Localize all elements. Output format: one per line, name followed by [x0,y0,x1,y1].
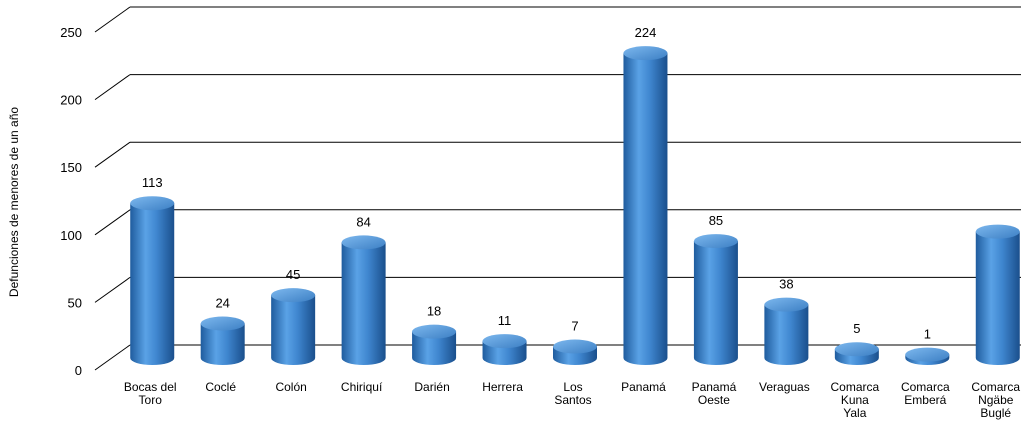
bar-body [130,203,175,366]
gridline-depth [94,276,131,303]
category-label: Panamá [621,380,666,394]
value-label: 11 [498,313,512,328]
category-label: Oeste [698,393,730,407]
bar [553,339,597,365]
bar [764,297,809,366]
category-label: Comarca [971,380,1020,394]
category-label: Bocas del [124,380,177,394]
y-tick-label: 50 [68,295,82,310]
gridlines [94,6,1021,371]
category-label: Veraguas [759,380,810,394]
value-label: 18 [427,304,441,319]
gridline-depth [94,141,131,168]
category-label: Panamá [692,380,737,394]
bar-body [693,241,738,366]
bar-cap [975,224,1020,239]
bar-cap [693,234,738,249]
bar-body [271,295,316,366]
value-label: 85 [709,213,723,228]
category-label: Emberá [904,393,946,407]
value-label: 1 [924,327,931,342]
bar-cap [482,334,527,349]
bar [130,196,175,366]
y-tick-label: 0 [75,363,82,378]
category-label: Darién [414,380,449,394]
y-axis-label: Defunciones de menores de un año [7,107,21,297]
value-labels: 1132445841811722485385192 [142,25,931,342]
category-label: Toro [139,393,163,407]
gridline-depth [94,209,131,236]
bar [834,342,879,366]
bar [341,235,386,366]
category-label: Ngäbe [978,393,1014,407]
category-label: Yala [843,406,866,420]
bar [623,46,668,366]
value-label: 113 [142,175,163,190]
gridline-depth [94,344,131,371]
bar-cap [341,235,386,250]
value-label: 7 [571,319,578,334]
category-label: Kuna [841,393,869,407]
bar-cap [905,347,950,362]
y-tick-label: 150 [60,160,82,175]
bar-body [764,304,809,366]
value-label: 45 [286,267,300,282]
value-label: 24 [215,296,229,311]
bar [975,224,1020,366]
bar [482,334,527,366]
bar-cap [834,342,879,357]
bar [271,288,316,366]
category-label: Chiriquí [341,380,383,394]
category-label: Buglé [980,406,1011,420]
bar [200,316,245,366]
value-label: 224 [635,25,657,40]
category-label: Coclé [205,380,236,394]
y-tick-label: 250 [60,25,82,40]
bar [693,234,738,366]
bar-body [412,331,457,366]
y-tick-label: 200 [60,93,82,108]
category-label: Santos [554,393,591,407]
bar-cap [412,324,457,339]
bar-body [623,53,668,366]
gridline-depth [94,74,131,101]
bar-cap [200,316,245,331]
bar-cap [764,297,809,312]
bars [130,46,1020,366]
bar-cap [271,288,316,303]
y-tick-label: 100 [60,228,82,243]
bar-cap [130,196,175,211]
gridline-depth [94,6,131,33]
bar [412,324,457,366]
bar-body [341,242,386,366]
category-label: Herrera [482,380,523,394]
bar-body [975,231,1020,366]
y-axis-ticks: 0 50 100 150 200 250 [60,25,82,378]
category-label: Comarca [831,380,880,394]
bar-body [200,323,245,366]
bar [905,347,950,366]
value-label: 84 [356,214,370,229]
value-label: 5 [853,321,860,336]
bar-cap [553,339,597,354]
value-label: 38 [779,277,793,292]
category-label: Los [563,380,582,394]
category-label: Colón [275,380,306,394]
category-label: Comarca [901,380,950,394]
bar-cap [623,46,668,61]
